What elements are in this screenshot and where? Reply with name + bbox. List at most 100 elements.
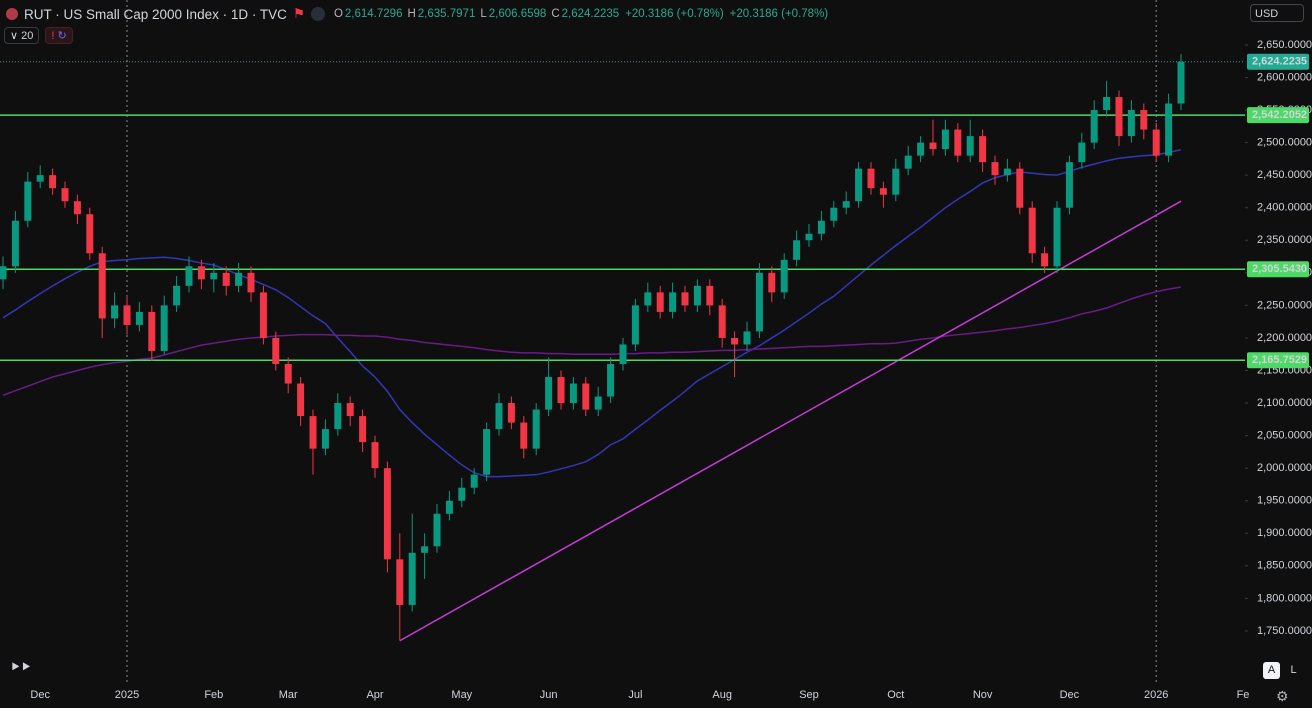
candle-body — [371, 442, 379, 469]
level-label: 2,305.5430 — [1252, 263, 1307, 275]
candle-body — [210, 272, 218, 280]
settings-icon[interactable]: ⚙ — [1276, 688, 1289, 704]
candle-body — [111, 305, 119, 319]
candle-body — [1165, 103, 1173, 156]
candle-body — [693, 285, 701, 306]
level-label: 2,165.7529 — [1252, 354, 1307, 366]
candle-body — [731, 337, 739, 345]
x-tick-label: Sep — [799, 689, 819, 701]
candle-body — [24, 181, 32, 221]
trendline — [399, 200, 1182, 642]
candle-body — [768, 272, 776, 293]
candle-body — [892, 168, 900, 195]
auto-scale-button[interactable]: A — [1263, 662, 1280, 679]
candle-body — [656, 292, 664, 312]
ohlc-value: 2,614.7296 — [344, 8, 403, 20]
y-tick-label: 2,050.0000 — [1257, 430, 1312, 442]
candle-body — [1016, 168, 1024, 208]
x-tick-label: 2025 — [115, 689, 139, 701]
candle-body — [359, 416, 367, 443]
candle-body — [743, 331, 751, 345]
candle-body — [817, 220, 825, 234]
symbol[interactable]: RUT · US Small Cap 2000 Index · 1D · TVC — [24, 6, 287, 22]
y-tick-label: 2,600.0000 — [1257, 71, 1312, 83]
candle-body — [842, 201, 850, 208]
candle-body — [631, 305, 639, 345]
legend-header: RUT · US Small Cap 2000 Index · 1D · TVC… — [6, 4, 828, 24]
candle-body — [73, 201, 81, 215]
candle-body — [954, 129, 962, 156]
ohlc-value: 2,624.2235 — [561, 8, 620, 20]
candle-body — [594, 396, 602, 410]
candle-body — [941, 129, 949, 150]
candle-body — [421, 546, 429, 553]
y-tick-label: 2,350.0000 — [1257, 234, 1312, 246]
candle-body — [458, 487, 466, 501]
candle-body — [755, 272, 763, 332]
level-label: 2,542.2052 — [1252, 109, 1307, 121]
candle-body — [433, 513, 441, 547]
level-label-bg — [1247, 261, 1309, 278]
indicator-count: 20 — [21, 30, 34, 42]
ohlc-key: C — [551, 8, 560, 20]
candle-body — [1053, 207, 1061, 267]
x-tick-label: Nov — [973, 689, 993, 701]
candle-body — [929, 142, 937, 150]
candle-body — [148, 311, 156, 351]
candle-body — [507, 403, 515, 423]
candle-body — [991, 162, 999, 176]
ohlc-value: 2,606.6598 — [488, 8, 547, 20]
x-tick-label: Jul — [628, 689, 642, 701]
candle-body — [321, 429, 329, 449]
log-scale-button[interactable]: L — [1290, 664, 1297, 676]
candle-body — [1028, 207, 1036, 254]
candle-body — [644, 292, 652, 306]
indicator-toggle[interactable]: ∨ 20 — [4, 27, 40, 44]
level-label-bg — [1247, 107, 1309, 124]
x-tick-label: Dec — [30, 689, 50, 701]
ohlc-key: O — [333, 8, 343, 20]
candle-body — [1103, 97, 1111, 111]
x-tick-label: Fe — [1237, 689, 1250, 701]
candle-body — [185, 266, 193, 286]
ohlc-key: H — [407, 8, 416, 20]
change: +20.3186 (+0.78%) — [625, 8, 724, 20]
ohlc: O 2,614.7296 H 2,635.7971 L 2,606.6598 C 2,624.… — [331, 8, 619, 20]
moving-average — [2, 286, 1182, 396]
x-tick-label: Dec — [1060, 689, 1080, 701]
candle-body — [36, 175, 44, 182]
candle-body — [160, 305, 168, 351]
candle-body — [259, 292, 267, 338]
candle-body — [1152, 129, 1160, 156]
candle-body — [11, 220, 19, 267]
candle-body — [0, 266, 7, 280]
alert-icon[interactable]: ! ↻ — [45, 27, 73, 44]
x-tick-label: Oct — [887, 689, 904, 701]
candle-body — [855, 168, 863, 202]
candle-body — [61, 188, 69, 202]
tv-logo[interactable]: ‣‣ — [10, 657, 32, 677]
candle-body — [309, 416, 317, 449]
candle-body — [49, 175, 57, 189]
symbol-icon — [6, 8, 18, 20]
menu-dot[interactable] — [310, 7, 325, 21]
candle-body — [173, 285, 181, 306]
candle-body — [557, 377, 565, 404]
candle-body — [780, 259, 788, 293]
currency[interactable]: USD — [1250, 4, 1304, 22]
y-tick-label: 2,450.0000 — [1257, 169, 1312, 181]
candle-body — [619, 344, 627, 364]
moving-average — [2, 149, 1182, 478]
candle-body — [669, 292, 677, 312]
flag[interactable]: ⚑ — [292, 6, 305, 21]
ohlc-value: 2,635.7971 — [417, 8, 476, 20]
candle-body — [718, 305, 726, 338]
candle-body — [235, 272, 243, 286]
candle-body — [123, 305, 131, 325]
candle-body — [966, 136, 974, 156]
x-tick-label: Feb — [204, 689, 223, 701]
candle-body — [135, 311, 143, 325]
candle-body — [470, 474, 478, 488]
candle-body — [706, 285, 714, 306]
